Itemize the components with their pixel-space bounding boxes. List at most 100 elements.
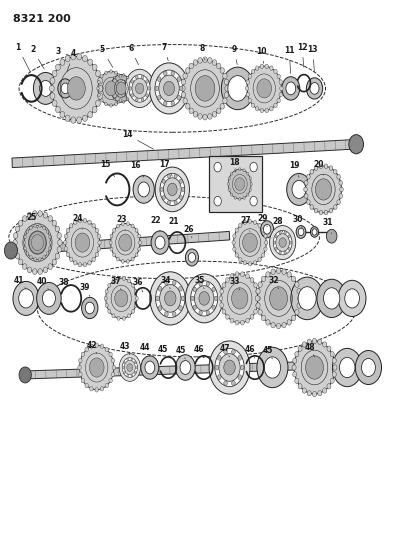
Circle shape (312, 338, 316, 344)
Circle shape (130, 80, 133, 83)
Circle shape (158, 306, 162, 311)
Circle shape (237, 356, 241, 360)
Circle shape (249, 177, 251, 180)
Circle shape (82, 55, 87, 62)
Text: 34: 34 (160, 276, 171, 289)
Text: 48: 48 (303, 343, 314, 357)
Circle shape (110, 75, 132, 102)
Circle shape (138, 182, 149, 197)
Circle shape (270, 269, 274, 274)
Polygon shape (11, 231, 229, 255)
Circle shape (100, 75, 103, 78)
Circle shape (249, 278, 253, 282)
Circle shape (110, 234, 113, 238)
Circle shape (281, 77, 299, 100)
Circle shape (245, 92, 249, 97)
Circle shape (318, 164, 322, 168)
Circle shape (261, 228, 264, 232)
Circle shape (264, 108, 268, 113)
Circle shape (119, 75, 121, 78)
Circle shape (274, 247, 276, 251)
Circle shape (133, 175, 154, 203)
Circle shape (249, 183, 252, 185)
Circle shape (329, 378, 333, 383)
Circle shape (164, 280, 168, 285)
Circle shape (194, 286, 213, 311)
Circle shape (90, 344, 93, 349)
Text: 35: 35 (194, 276, 205, 289)
Circle shape (270, 322, 274, 328)
Circle shape (238, 198, 240, 200)
Circle shape (332, 365, 336, 370)
Circle shape (329, 352, 333, 357)
Circle shape (294, 378, 298, 383)
Circle shape (97, 247, 100, 251)
Circle shape (269, 225, 295, 260)
Circle shape (155, 167, 189, 212)
Circle shape (256, 348, 287, 387)
Circle shape (116, 224, 119, 228)
Circle shape (259, 64, 263, 69)
Circle shape (15, 213, 60, 272)
Circle shape (326, 346, 330, 351)
Circle shape (76, 117, 81, 123)
Circle shape (49, 85, 54, 92)
Circle shape (338, 181, 342, 185)
Circle shape (309, 169, 313, 174)
Circle shape (245, 86, 248, 91)
Circle shape (171, 71, 174, 76)
Circle shape (38, 269, 42, 274)
Circle shape (283, 231, 285, 234)
Circle shape (260, 221, 273, 238)
Circle shape (348, 135, 363, 154)
Circle shape (261, 315, 265, 321)
Circle shape (249, 196, 257, 206)
Text: 33: 33 (229, 277, 240, 290)
Circle shape (32, 269, 37, 274)
Circle shape (294, 282, 298, 287)
Circle shape (313, 166, 317, 171)
Circle shape (83, 218, 86, 223)
Text: 25: 25 (26, 213, 37, 228)
Polygon shape (12, 140, 355, 167)
Circle shape (301, 388, 306, 393)
Text: 45: 45 (262, 346, 272, 359)
Circle shape (217, 356, 220, 360)
Circle shape (57, 233, 61, 238)
Circle shape (257, 271, 299, 326)
Circle shape (253, 261, 256, 265)
Text: 42: 42 (87, 341, 97, 354)
Text: 47: 47 (219, 344, 229, 357)
Circle shape (296, 303, 301, 308)
Circle shape (247, 66, 281, 111)
Circle shape (92, 257, 95, 262)
Circle shape (213, 196, 221, 206)
Circle shape (338, 193, 342, 198)
Circle shape (177, 95, 180, 100)
Text: 22: 22 (150, 216, 160, 231)
Circle shape (211, 287, 215, 292)
Circle shape (227, 177, 230, 180)
Circle shape (26, 252, 29, 255)
Text: 32: 32 (268, 276, 278, 289)
Circle shape (69, 223, 73, 228)
Circle shape (163, 81, 174, 95)
Circle shape (207, 58, 211, 63)
Circle shape (110, 247, 113, 251)
Circle shape (286, 272, 290, 277)
Circle shape (275, 234, 289, 252)
Circle shape (78, 365, 81, 370)
Circle shape (38, 211, 42, 216)
Circle shape (110, 104, 112, 107)
Circle shape (61, 83, 69, 94)
Circle shape (92, 107, 97, 113)
Circle shape (88, 111, 92, 118)
Circle shape (67, 77, 85, 100)
Circle shape (117, 277, 120, 280)
Circle shape (131, 257, 134, 261)
Circle shape (256, 79, 271, 98)
Circle shape (164, 291, 175, 306)
Circle shape (255, 289, 259, 294)
Circle shape (4, 242, 18, 259)
Circle shape (64, 234, 67, 239)
